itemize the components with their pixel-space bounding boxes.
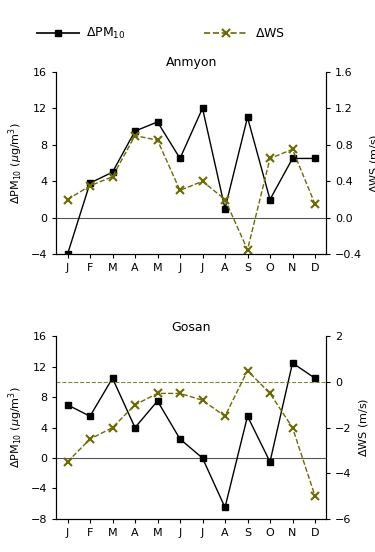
Y-axis label: $\Delta$PM$_{10}$ ($\mu$g/m$^3$): $\Delta$PM$_{10}$ ($\mu$g/m$^3$) (7, 122, 25, 204)
Text: $\Delta$WS: $\Delta$WS (255, 26, 285, 40)
Y-axis label: $\Delta$PM$_{10}$ ($\mu$g/m$^3$): $\Delta$PM$_{10}$ ($\mu$g/m$^3$) (7, 387, 25, 469)
Y-axis label: $\Delta$WS (m/s): $\Delta$WS (m/s) (368, 134, 375, 193)
Title: Gosan: Gosan (171, 321, 211, 334)
Title: Anmyon: Anmyon (166, 56, 217, 69)
Text: $\Delta$PM$_{10}$: $\Delta$PM$_{10}$ (86, 25, 126, 41)
Y-axis label: $\Delta$WS (m/s): $\Delta$WS (m/s) (357, 398, 370, 457)
